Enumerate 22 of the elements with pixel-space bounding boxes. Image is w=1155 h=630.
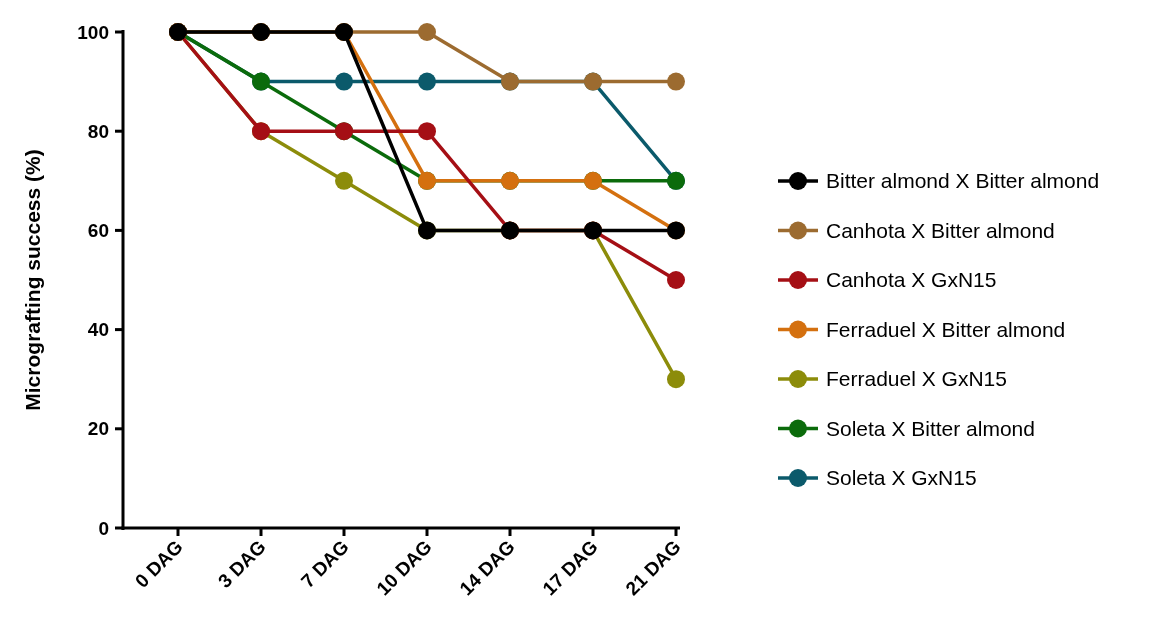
legend-label: Soleta X Bitter almond — [826, 416, 1035, 440]
legend-label: Ferraduel X Bitter almond — [826, 317, 1066, 341]
y-tick-label: 100 — [77, 21, 109, 43]
point — [667, 370, 685, 389]
legend-label: Soleta X GxN15 — [826, 466, 977, 490]
point — [418, 72, 436, 91]
y-tick-label: 40 — [87, 319, 109, 341]
y-tick-label: 80 — [87, 120, 109, 142]
point — [418, 23, 436, 41]
point — [418, 122, 436, 141]
point — [335, 171, 353, 190]
point — [667, 72, 685, 91]
point — [335, 72, 353, 91]
y-tick-label: 20 — [87, 418, 109, 440]
legend-label: Bitter almond X Bitter almond — [826, 169, 1100, 193]
y-axis-title: Micrografting success (%) — [21, 149, 44, 411]
point — [667, 271, 685, 289]
legend-label: Canhota X Bitter almond — [826, 218, 1055, 242]
y-tick-label: 60 — [87, 220, 109, 242]
legend-label: Canhota X GxN15 — [826, 268, 997, 292]
y-tick-label: 0 — [98, 517, 109, 539]
legend-label: Ferraduel X GxN15 — [826, 367, 1007, 391]
